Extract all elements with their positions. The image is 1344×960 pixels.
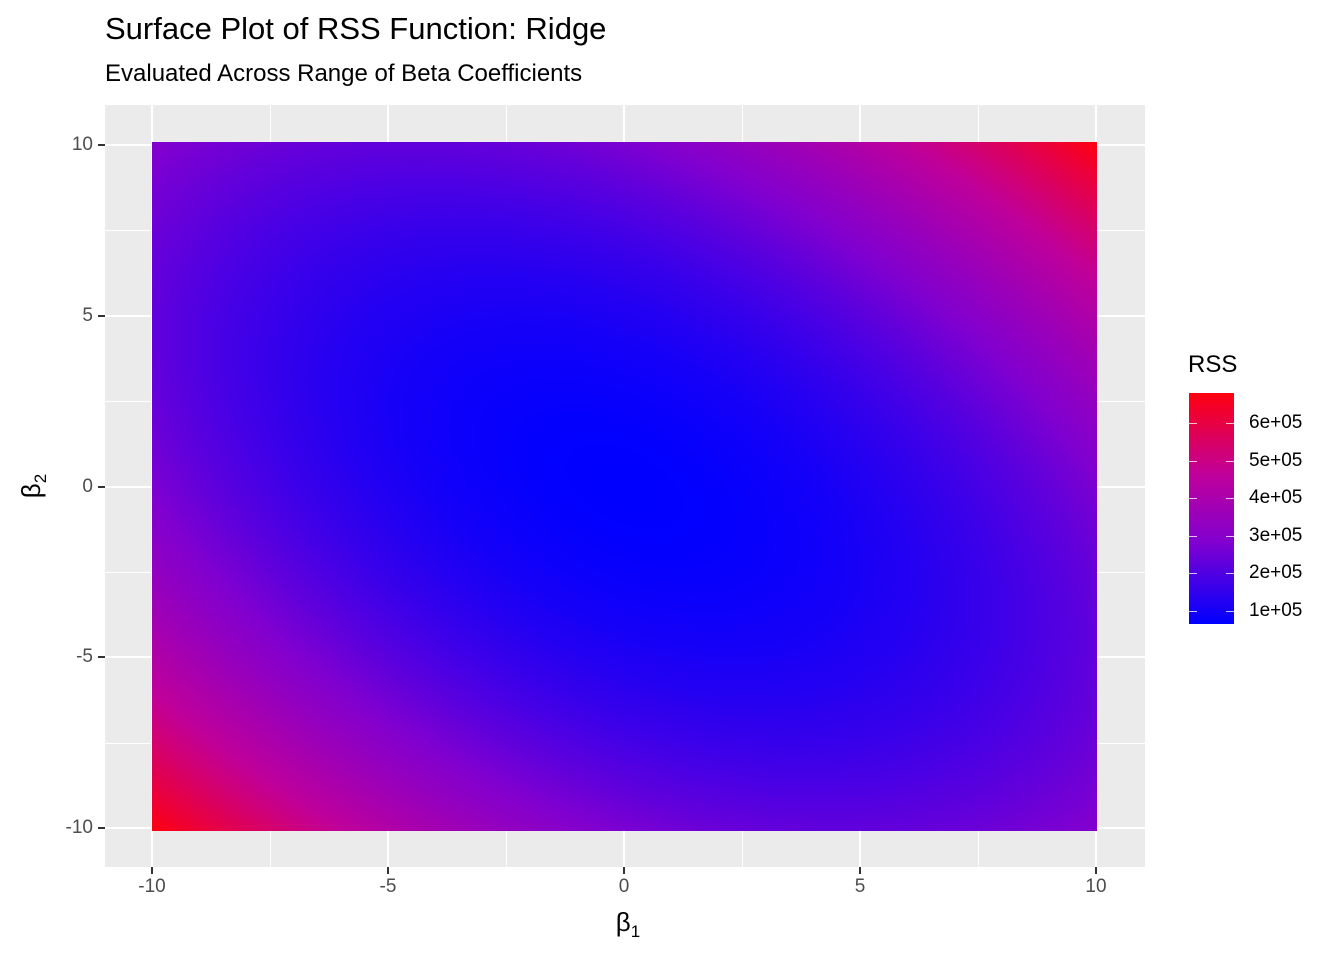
x-axis-label: β1 xyxy=(598,902,658,952)
y-tick-mark xyxy=(98,827,105,829)
legend-tick-right xyxy=(1226,536,1234,537)
x-tick-mark xyxy=(151,867,153,874)
legend-break-label: 6e+05 xyxy=(1249,412,1303,433)
legend-tick-right xyxy=(1226,573,1234,574)
x-tick-mark xyxy=(623,867,625,874)
y-tick-mark xyxy=(98,144,105,146)
rss-surface-raster xyxy=(152,142,1097,831)
x-tick-label: 0 xyxy=(618,876,630,897)
legend-tick-left xyxy=(1189,573,1197,574)
legend-tick-left xyxy=(1189,498,1197,499)
plot-panel xyxy=(105,105,1145,867)
y-tick-label: -10 xyxy=(65,817,93,838)
x-tick-mark xyxy=(859,867,861,874)
y-axis-label: β2 xyxy=(15,474,57,498)
y-tick-mark xyxy=(98,485,105,488)
legend-tick-right xyxy=(1226,611,1234,612)
x-tick-mark xyxy=(1095,867,1097,874)
x-tick-label: -5 xyxy=(379,876,397,897)
y-tick-label: 10 xyxy=(71,134,93,155)
y-tick-mark xyxy=(98,314,105,317)
legend-tick-right xyxy=(1226,423,1234,424)
x-tick-label: -10 xyxy=(138,876,166,897)
y-axis-label-subscript: 2 xyxy=(31,473,51,484)
x-tick-label: 5 xyxy=(854,876,866,897)
y-tick-label: 0 xyxy=(82,475,93,497)
chart-subtitle: Evaluated Across Range of Beta Coefficie… xyxy=(105,60,583,87)
legend-tick-left xyxy=(1189,461,1197,462)
x-tick-mark xyxy=(387,867,389,874)
x-axis-label-symbol: β xyxy=(615,907,631,937)
y-tick-label: 5 xyxy=(82,304,93,326)
legend-tick-right xyxy=(1226,461,1234,462)
legend-break-label: 4e+05 xyxy=(1249,487,1303,508)
y-axis-label-symbol: β xyxy=(15,483,46,499)
legend-break-label: 1e+05 xyxy=(1249,600,1303,621)
x-axis-label-subscript: 1 xyxy=(630,922,641,942)
y-tick-label: -5 xyxy=(76,646,93,668)
legend-tick-left xyxy=(1189,536,1197,537)
legend-break-label: 2e+05 xyxy=(1249,562,1303,583)
legend-title: RSS xyxy=(1188,351,1238,378)
legend-tick-right xyxy=(1226,498,1234,499)
legend-break-label: 5e+05 xyxy=(1249,450,1303,471)
legend-tick-left xyxy=(1189,611,1197,612)
x-tick-label: 10 xyxy=(1085,876,1107,897)
legend-break-label: 3e+05 xyxy=(1249,525,1303,546)
legend-tick-left xyxy=(1189,423,1197,424)
legend-colorbar xyxy=(1189,393,1234,624)
chart-title: Surface Plot of RSS Function: Ridge xyxy=(105,11,607,46)
y-tick-mark xyxy=(98,656,105,659)
